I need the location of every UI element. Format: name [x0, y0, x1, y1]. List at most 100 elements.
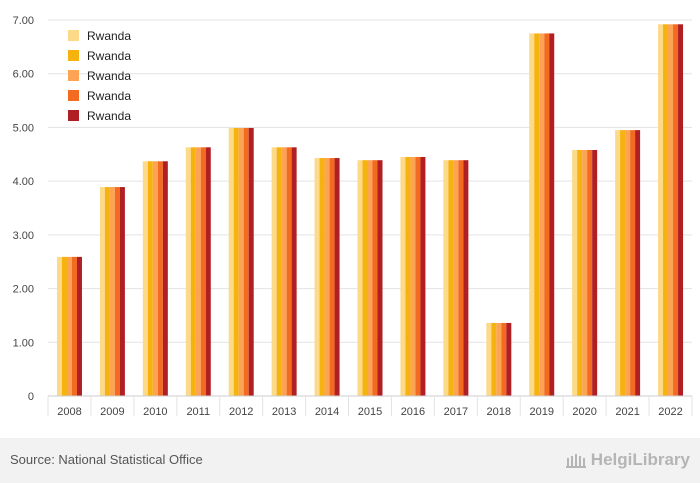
bar — [453, 160, 459, 396]
legend-swatch — [68, 30, 79, 41]
bar — [281, 147, 287, 396]
bar — [114, 187, 120, 396]
bar — [486, 322, 492, 396]
legend-label: Rwanda — [87, 89, 131, 103]
footer: Source: National Statistical Office Helg… — [0, 438, 700, 483]
bar — [248, 127, 254, 397]
x-tick-label: 2020 — [572, 406, 596, 418]
bar — [324, 158, 330, 396]
bar — [625, 130, 631, 396]
bar — [592, 149, 598, 396]
bar — [329, 158, 335, 396]
x-tick-label: 2021 — [615, 406, 639, 418]
library-icon — [565, 454, 586, 468]
legend-label: Rwanda — [87, 69, 131, 83]
bar — [205, 147, 211, 396]
bar — [501, 322, 507, 396]
x-tick-label: 2009 — [100, 406, 124, 418]
x-tick-label: 2008 — [57, 406, 81, 418]
bar — [243, 127, 249, 397]
bar — [572, 149, 578, 396]
bar — [271, 147, 277, 396]
bar — [635, 130, 641, 396]
bar — [458, 160, 464, 396]
bar — [291, 147, 297, 396]
x-tick-label: 2016 — [401, 406, 425, 418]
x-tick-label: 2015 — [358, 406, 382, 418]
bar — [357, 160, 363, 396]
y-tick-label: 5.00 — [13, 122, 34, 134]
bar — [195, 147, 201, 396]
bars — [56, 24, 684, 397]
bar — [529, 33, 535, 397]
bar — [658, 24, 664, 396]
y-tick-label: 0 — [28, 391, 34, 403]
bar — [496, 322, 502, 396]
bar — [61, 256, 67, 396]
x-tick-label: 2010 — [143, 406, 167, 418]
bar — [99, 187, 105, 396]
brand-logo: HelgiLibrary — [565, 448, 690, 472]
x-tick-label: 2013 — [272, 406, 296, 418]
bar — [443, 160, 449, 396]
bar — [276, 147, 282, 396]
axes: 0 1.00 2.00 3.00 4.00 5.00 6.00 7.00 2008 2009 201… — [13, 15, 693, 418]
bar — [147, 161, 153, 396]
y-tick-label: 6.00 — [13, 69, 34, 81]
x-tick-label: 2017 — [444, 406, 468, 418]
legend: Rwanda Rwanda Rwanda Rwanda Rwanda — [68, 29, 131, 123]
bar — [491, 322, 497, 396]
bar — [157, 161, 163, 396]
x-tick-label: 2022 — [658, 406, 682, 418]
bar — [142, 161, 148, 396]
bar — [420, 156, 426, 396]
y-tick-label: 2.00 — [13, 284, 34, 296]
bar — [185, 147, 191, 396]
bar — [668, 24, 674, 396]
bar — [415, 156, 421, 396]
bar — [534, 33, 540, 397]
legend-swatch — [68, 50, 79, 61]
y-tick-label: 3.00 — [13, 230, 34, 242]
bar — [663, 24, 669, 396]
x-tick-label: 2014 — [315, 406, 339, 418]
bar — [319, 158, 325, 396]
bar — [66, 256, 72, 396]
x-tick-label: 2018 — [487, 406, 511, 418]
bar — [109, 187, 115, 396]
bar — [119, 187, 125, 396]
bar — [673, 24, 679, 396]
bar — [630, 130, 636, 396]
bar — [582, 149, 588, 396]
bar — [377, 160, 383, 396]
x-tick-label: 2012 — [229, 406, 253, 418]
bar — [228, 127, 234, 397]
bar — [549, 33, 555, 397]
y-tick-label: 1.00 — [13, 337, 34, 349]
legend-swatch — [68, 110, 79, 121]
bar — [539, 33, 545, 397]
bar — [152, 161, 158, 396]
bar — [200, 147, 206, 396]
legend-label: Rwanda — [87, 49, 131, 63]
source-note: Source: National Statistical Office — [10, 452, 203, 467]
bar — [104, 187, 110, 396]
bar — [76, 256, 82, 396]
bar — [190, 147, 196, 396]
bar — [410, 156, 416, 396]
legend-swatch — [68, 70, 79, 81]
bar — [372, 160, 378, 396]
x-tick-label: 2019 — [529, 406, 553, 418]
bar — [233, 127, 239, 397]
bar — [162, 161, 168, 396]
bar — [362, 160, 368, 396]
bar — [448, 160, 454, 396]
x-tick-label: 2011 — [186, 406, 210, 418]
legend-label: Rwanda — [87, 109, 131, 123]
bar-chart: 0 1.00 2.00 3.00 4.00 5.00 6.00 7.00 2008 2009 201… — [13, 15, 693, 418]
bar — [615, 130, 621, 396]
bar — [678, 24, 684, 396]
bar — [71, 256, 77, 396]
bar — [544, 33, 550, 397]
